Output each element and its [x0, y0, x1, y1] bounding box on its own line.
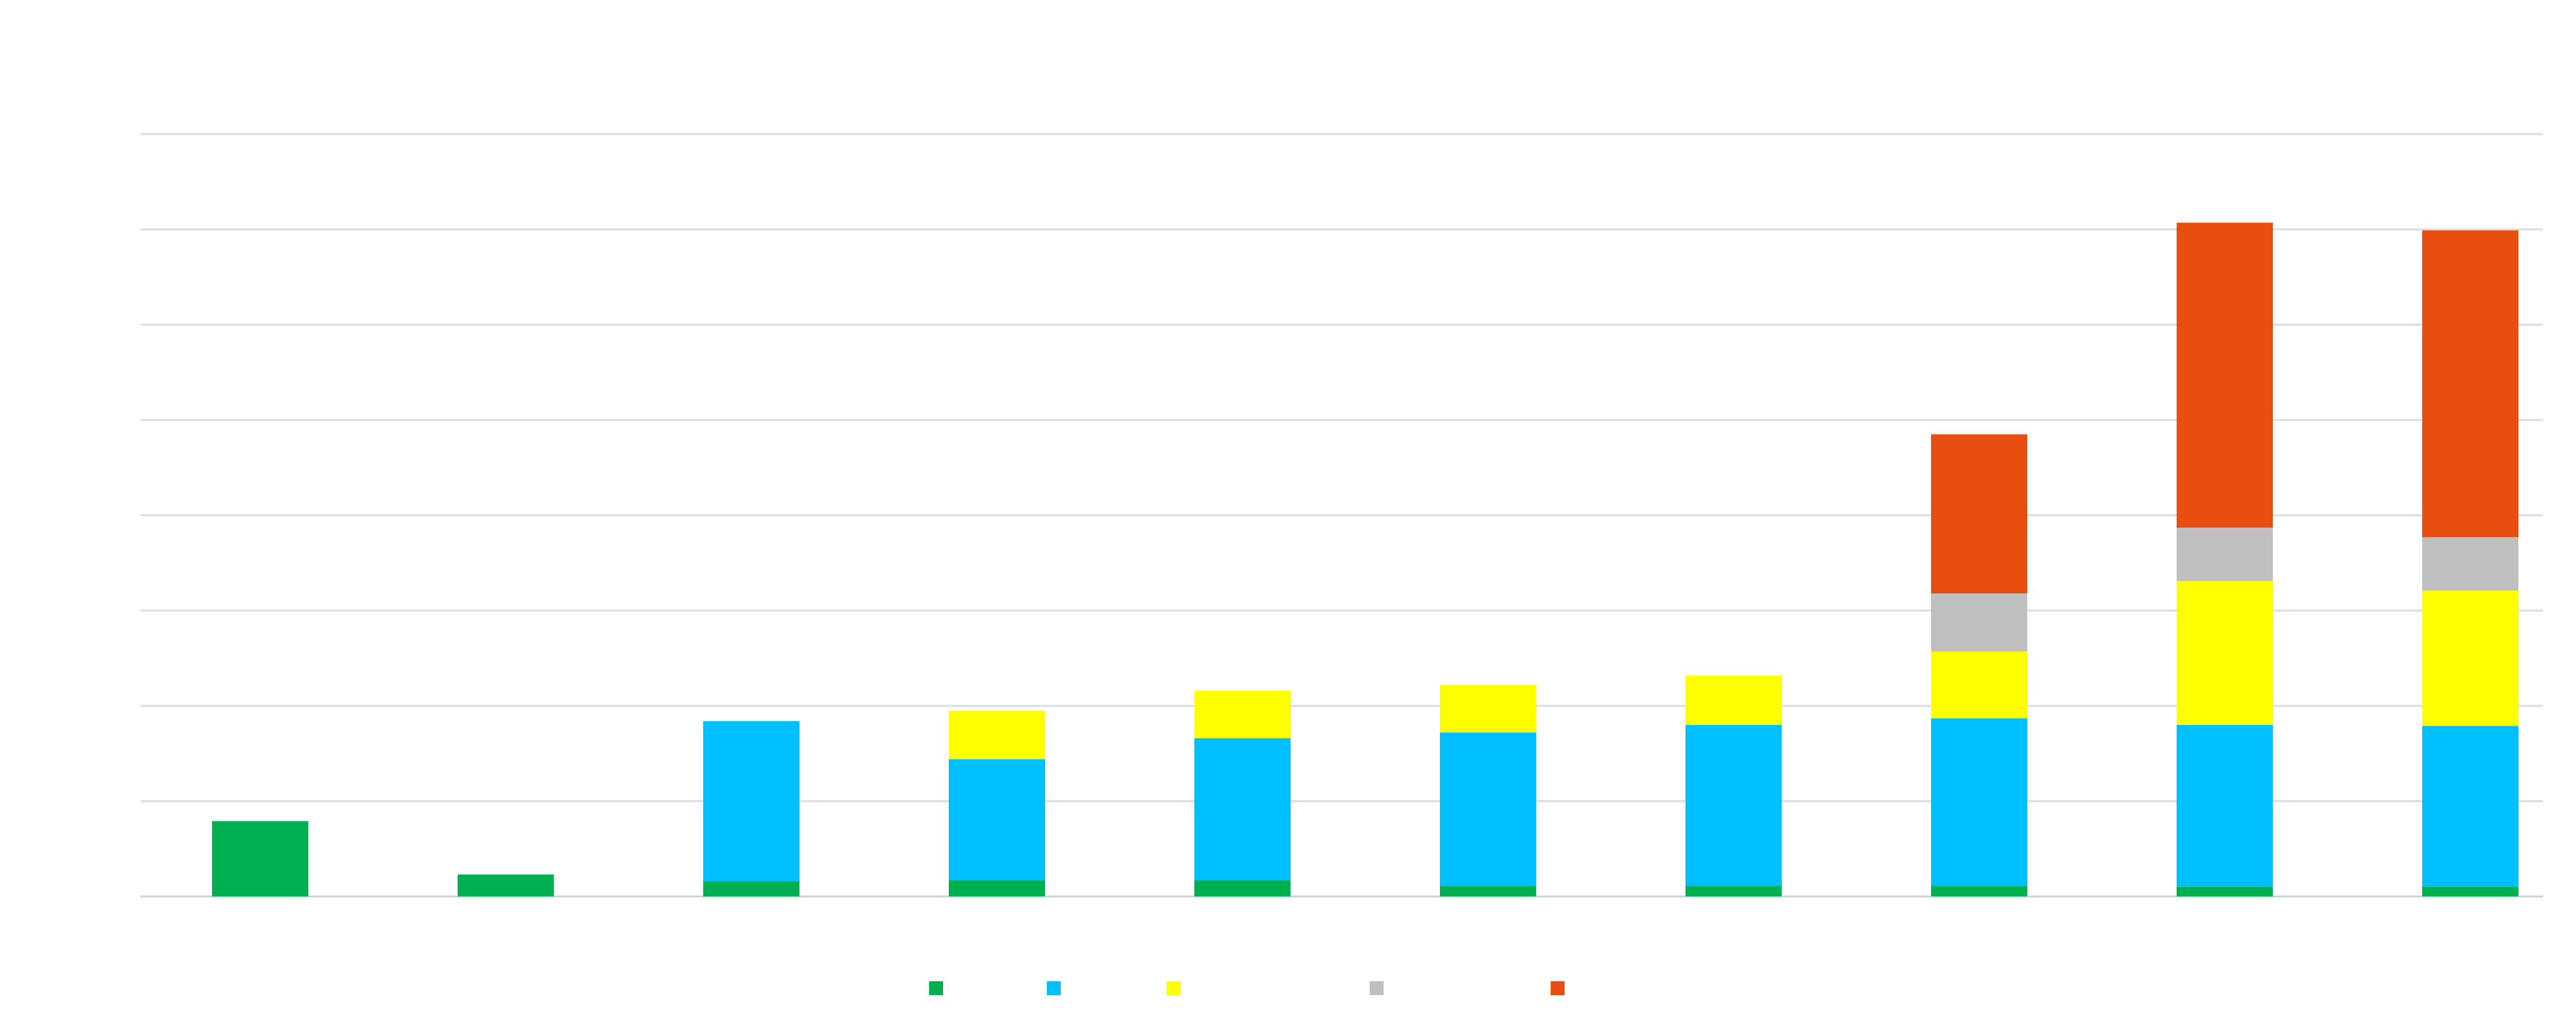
legend-swatch-series1: [929, 981, 943, 995]
bar-segment-cat9-series1: [2177, 886, 2273, 896]
bar-segment-cat10-series4: [2422, 537, 2518, 591]
bar-segment-cat5-series3: [1194, 690, 1291, 738]
bar-segment-cat1-series1: [212, 821, 308, 896]
bar-segment-cat10-series3: [2422, 590, 2518, 726]
legend-swatch-series5: [1551, 981, 1565, 995]
bar-segment-cat6-series2: [1440, 732, 1536, 886]
bar-segment-cat10-series2: [2422, 726, 2518, 887]
bar-segment-cat4-series1: [949, 880, 1045, 896]
bar-segment-cat3-series2: [703, 721, 799, 881]
legend-swatch-series3: [1166, 981, 1180, 995]
bar-segment-cat9-series2: [2177, 724, 2273, 887]
bar-segment-cat7-series1: [1685, 886, 1782, 896]
gridlines: [141, 133, 2543, 898]
bar-segment-cat3-series1: [703, 881, 799, 896]
bar-segment-cat7-series3: [1685, 675, 1782, 725]
bar-segment-cat9-series4: [2177, 528, 2273, 581]
bar-segment-cat8-series2: [1931, 718, 2027, 886]
legend-swatch-series2: [1047, 981, 1061, 995]
bar-segment-cat10-series5: [2422, 230, 2518, 538]
bar-segment-cat8-series5: [1931, 434, 2027, 594]
bar-segment-cat9-series3: [2177, 581, 2273, 725]
bar-segment-cat5-series1: [1194, 880, 1291, 896]
bar-segment-cat8-series4: [1931, 593, 2027, 652]
bar-segment-cat6-series1: [1440, 886, 1536, 896]
bar-segment-cat9-series5: [2177, 223, 2273, 528]
bars: [212, 223, 2518, 896]
bar-segment-cat10-series1: [2422, 886, 2518, 896]
bar-segment-cat5-series2: [1194, 738, 1291, 881]
bar-segment-cat6-series3: [1440, 685, 1536, 733]
bar-segment-cat8-series3: [1931, 651, 2027, 719]
bar-segment-cat4-series2: [949, 759, 1045, 881]
legend: [929, 981, 1565, 995]
bar-segment-cat2-series1: [458, 874, 554, 896]
bar-segment-cat4-series3: [949, 710, 1045, 760]
legend-swatch-series4: [1370, 981, 1384, 995]
bar-segment-cat8-series1: [1931, 886, 2027, 896]
bar-segment-cat7-series2: [1685, 724, 1782, 886]
